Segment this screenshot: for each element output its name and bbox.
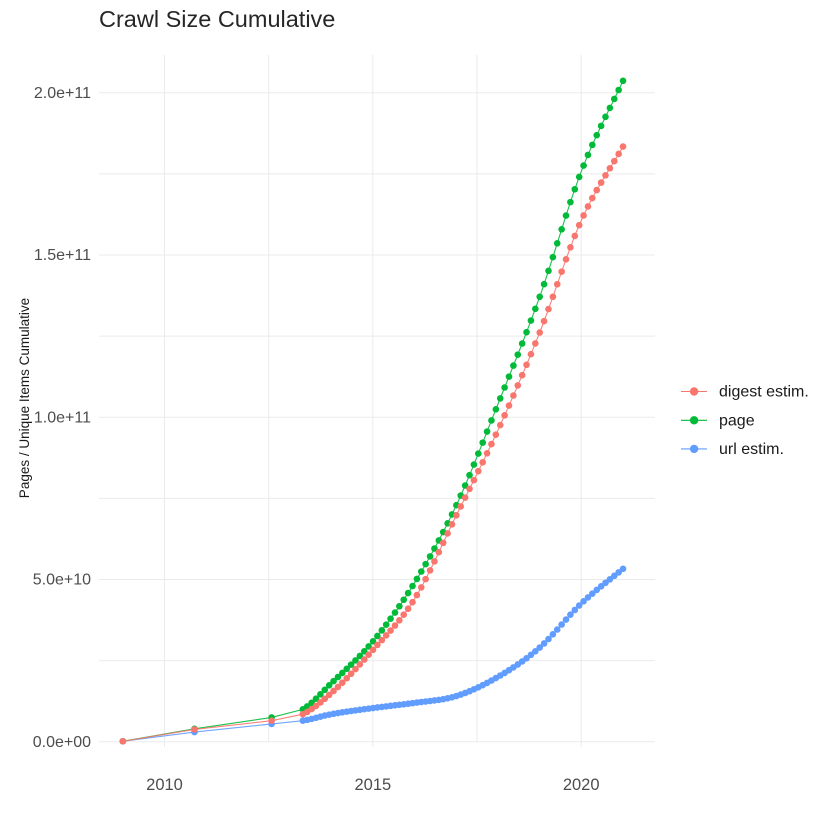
- svg-text:2015: 2015: [354, 776, 391, 794]
- svg-text:digest estim.: digest estim.: [719, 384, 809, 401]
- svg-text:2.0e+11: 2.0e+11: [34, 85, 91, 102]
- svg-text:page: page: [719, 412, 755, 429]
- svg-text:5.0e+10: 5.0e+10: [33, 572, 91, 589]
- svg-text:url estim.: url estim.: [719, 441, 784, 458]
- svg-text:1.0e+11: 1.0e+11: [34, 409, 91, 426]
- svg-text:2020: 2020: [563, 776, 600, 794]
- svg-text:0.0e+00: 0.0e+00: [33, 734, 91, 751]
- svg-text:1.5e+11: 1.5e+11: [34, 247, 91, 264]
- svg-text:2010: 2010: [146, 776, 183, 794]
